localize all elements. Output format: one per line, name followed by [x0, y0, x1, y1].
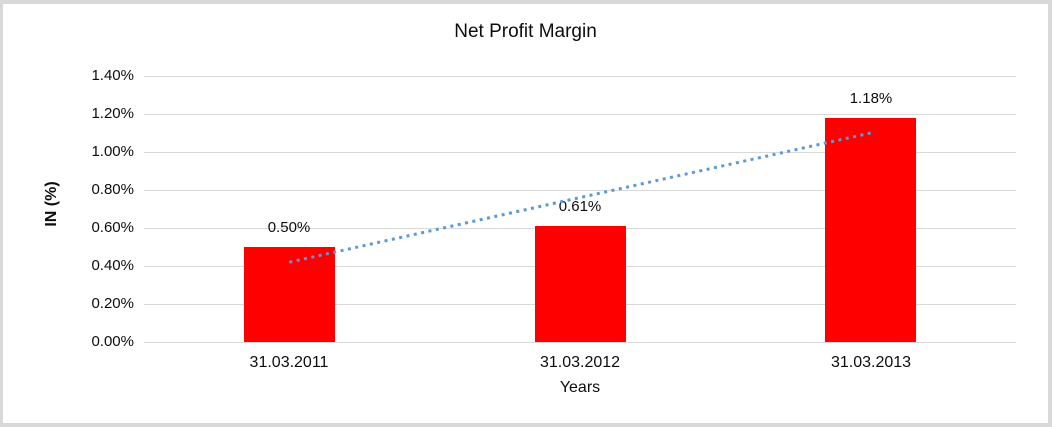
bar: [535, 226, 626, 342]
y-axis-tick-label: 1.40%: [91, 67, 134, 84]
bar: [825, 118, 916, 342]
y-axis-tick-label: 0.80%: [91, 181, 134, 198]
gridline: [144, 342, 1016, 343]
gridline: [144, 76, 1016, 77]
y-axis-tick-label: 0.20%: [91, 295, 134, 312]
x-axis-tick-label: 31.03.2012: [539, 354, 621, 371]
bar-data-label: 0.61%: [558, 198, 602, 215]
gridline: [144, 114, 1016, 115]
y-axis-tick-label: 0.40%: [91, 257, 134, 274]
chart-title: Net Profit Margin: [454, 21, 597, 42]
y-axis-tick-label: 0.60%: [91, 219, 134, 236]
y-axis-tick-label: 1.20%: [91, 105, 134, 122]
y-axis-tick-label: 1.00%: [91, 143, 134, 160]
bar-data-label: 0.50%: [267, 219, 311, 236]
x-axis-tick-label: 31.03.2013: [830, 354, 912, 371]
bar: [244, 247, 335, 342]
x-axis-tick-label: 31.03.2011: [249, 354, 329, 371]
x-axis-title: Years: [559, 379, 601, 396]
y-axis-tick-label: 0.00%: [91, 333, 134, 350]
bar-data-label: 1.18%: [849, 90, 893, 107]
